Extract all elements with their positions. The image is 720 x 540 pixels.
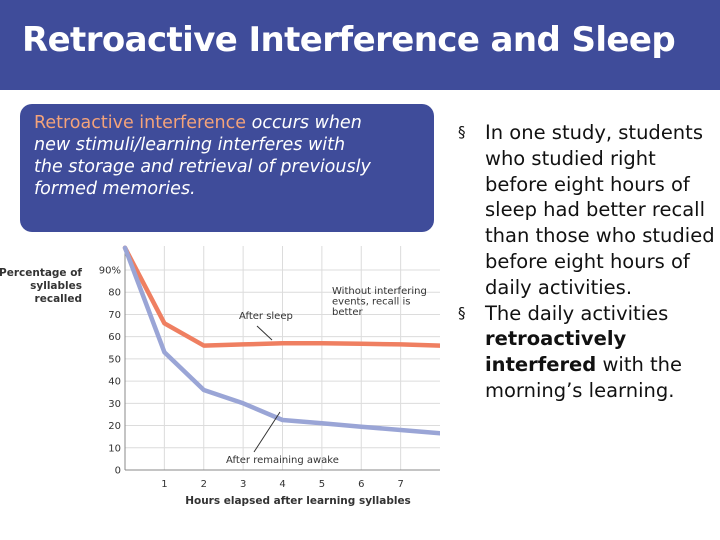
slide-title: Retroactive Interference and Sleep — [22, 20, 676, 60]
y-axis-label-line: Percentage of — [0, 267, 82, 279]
series-line-after-sleep — [122, 245, 443, 348]
series-line-after-remaining-awake — [122, 245, 443, 436]
annotation-no-interference-line: events, recall is — [332, 297, 410, 308]
definition-text: Retroactive interference occurs when new… — [34, 112, 379, 200]
y-tick-label: 40 — [108, 377, 121, 388]
y-axis-label-line: syllables — [30, 280, 82, 292]
y-tick-label: 80 — [108, 288, 121, 299]
y-tick-label: 90% — [99, 266, 121, 277]
y-axis-label-line: recalled — [35, 293, 82, 305]
y-tick-label: 10 — [108, 443, 121, 454]
x-tick-label: 2 — [201, 479, 207, 490]
x-tick-label: 3 — [240, 479, 246, 490]
bullet-text: In one study, students who studied right… — [485, 120, 716, 301]
bullet-emphasis: retroactively interfered — [485, 327, 627, 377]
recall-chart: 0 10 20 30 40 50 60 70 80 90% 1 2 3 4 5 6 7 Percentage of… — [0, 232, 443, 522]
bullet-text-part: with the morning’s learning. — [485, 353, 683, 402]
x-tick-label: 4 — [279, 479, 285, 490]
annotation-no-interference-line: Without interfering — [332, 286, 427, 297]
x-tick-label: 7 — [397, 479, 403, 490]
definition-term: Retroactive interference — [34, 113, 247, 133]
y-tick-label: 0 — [115, 466, 121, 477]
bullet-text-part: In one study, students who studied right… — [485, 121, 715, 299]
annotation-after-awake: After remaining awake — [226, 455, 339, 466]
definition-box: Retroactive interference occurs when new… — [20, 104, 434, 232]
bullet-text: The daily activities retroactively inter… — [485, 301, 716, 404]
annotation-after-sleep-pointer — [256, 325, 273, 341]
x-tick-label: 1 — [161, 479, 167, 490]
annotation-no-interference-line: better — [332, 307, 363, 318]
recall-chart-svg: 0 10 20 30 40 50 60 70 80 90% 1 2 3 4 5 6 7 Percentage of… — [0, 245, 443, 507]
bullet-item: § In one study, students who studied rig… — [454, 120, 716, 301]
bullet-item: § The daily activities retroactively int… — [454, 301, 716, 404]
x-tick-label: 5 — [319, 479, 325, 490]
x-axis-label: Hours elapsed after learning syllables — [185, 495, 411, 507]
y-tick-label: 70 — [108, 310, 121, 321]
bullet-list: § In one study, students who studied rig… — [454, 120, 716, 404]
annotation-after-awake-pointer — [253, 411, 281, 453]
y-tick-label: 60 — [108, 332, 121, 343]
definition-body: occurs when new stimuli/learning interfe… — [34, 113, 371, 199]
y-tick-label: 30 — [108, 399, 121, 410]
bullet-marker: § — [458, 123, 466, 141]
bullet-text-part: The daily activities — [485, 301, 669, 325]
title-bar: Retroactive Interference and Sleep — [0, 0, 720, 90]
annotation-after-sleep: After sleep — [239, 311, 293, 322]
x-tick-label: 6 — [358, 479, 364, 490]
bullet-marker: § — [458, 303, 466, 322]
y-tick-label: 50 — [108, 354, 121, 365]
y-tick-label: 20 — [108, 421, 121, 432]
